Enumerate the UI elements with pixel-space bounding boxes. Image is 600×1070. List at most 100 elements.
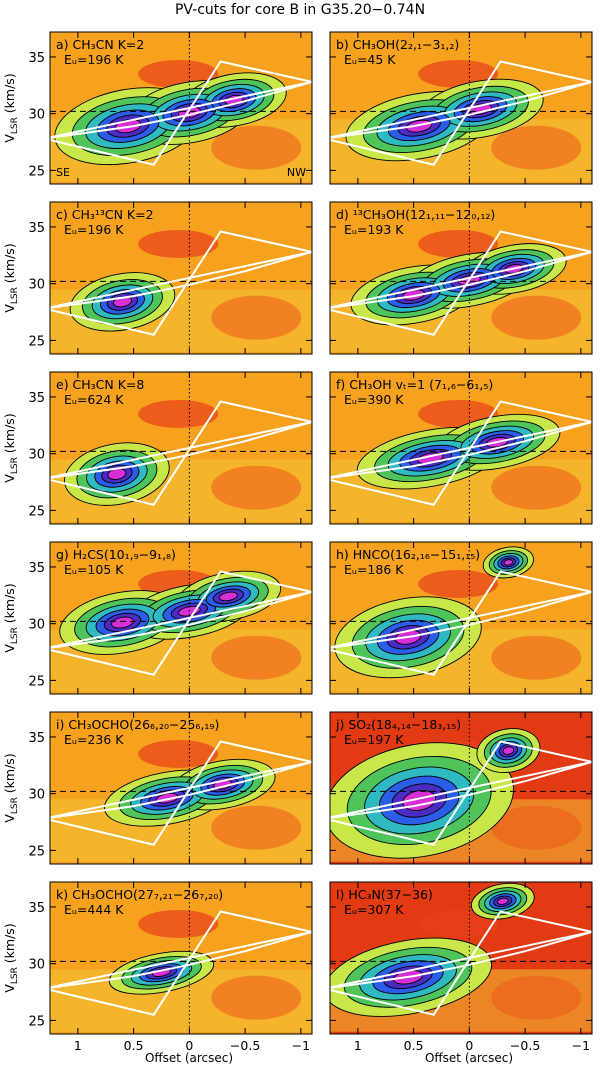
contour-line — [469, 103, 492, 115]
model-envelope — [50, 740, 312, 846]
contour-line — [330, 742, 514, 859]
panel-plot-area — [330, 882, 592, 1034]
heatmap-red-patch — [211, 125, 302, 170]
panel-frame — [329, 371, 593, 525]
heatmap-red-patch — [138, 909, 219, 938]
pv-panel-d: d) ¹³CH₃OH(12₁,₁₁−12₀,₁₂)Eᵤ=193 K — [329, 201, 593, 355]
rotation-curve — [50, 760, 312, 819]
panel-label: i) CH₃OCHO(26₆,₂₀−25₆,₁₉) — [56, 717, 219, 732]
contour-line — [498, 743, 518, 758]
contour-line — [95, 608, 150, 637]
figure-title: PV-cuts for core B in G35.20−0.74N — [175, 2, 425, 18]
contour-line — [94, 460, 140, 488]
contour-line — [493, 552, 524, 572]
model-envelope — [50, 230, 312, 336]
y-tick-label: 30 — [28, 958, 45, 973]
x-tick-label: −0.5 — [230, 1038, 260, 1053]
y-tick-label: 30 — [28, 788, 45, 803]
pv-panel-l: l) HC₃N(37−36)Eᵤ=307 K 1 0.5 0 −0.5 −1 — [329, 881, 593, 1053]
panel-plot-area — [50, 712, 312, 864]
contour-line — [99, 289, 145, 315]
contour-line — [483, 733, 533, 768]
contour-line — [170, 102, 208, 123]
model-envelope — [330, 910, 592, 1016]
panel-frame — [329, 541, 593, 695]
contour-line — [218, 591, 238, 602]
contour-line — [500, 557, 517, 568]
pv-panel-c: c) CH₃¹³CN K=2Eᵤ=196 K 25 30 35 VLSR (km/s) — [2, 201, 313, 355]
panel-frame — [49, 201, 313, 355]
y-tick-label: 35 — [28, 561, 45, 576]
pv-panel-f: f) CH₃OH vₜ=1 (7₁,₆−6₁,₅)Eᵤ=390 K — [329, 371, 593, 525]
upper-energy-label: Eᵤ=390 K — [344, 392, 404, 407]
contour-line — [450, 271, 488, 289]
panel-plot-area — [330, 542, 592, 694]
contour-line — [470, 882, 535, 920]
contour-line — [106, 292, 139, 311]
panel-plot-area — [330, 32, 592, 184]
panel-frame — [329, 201, 593, 355]
contour-line — [461, 100, 500, 119]
heatmap-red-patch — [138, 399, 219, 428]
y-tick-label: 35 — [28, 221, 45, 236]
panel-label: e) CH₃CN K=8 — [56, 377, 144, 392]
upper-energy-label: Eᵤ=105 K — [64, 562, 124, 577]
heatmap-red-patch — [211, 465, 302, 510]
contour-line — [91, 284, 154, 320]
rotation-curve — [330, 80, 592, 139]
y-tick-label: 25 — [28, 334, 45, 349]
upper-energy-label: Eᵤ=624 K — [64, 392, 124, 407]
panel-label: l) HC₃N(37−36) — [336, 887, 433, 902]
contour-line — [205, 585, 251, 608]
heatmap-red-patch — [491, 805, 582, 850]
y-tick-label: 35 — [28, 51, 45, 66]
rotation-curve — [330, 590, 592, 649]
pv-panel-j: j) SO₂(18₄,₁₄−18₃,₁₅)Eᵤ=197 K — [329, 711, 593, 865]
upper-energy-label: Eᵤ=196 K — [64, 222, 124, 237]
y-tick-label: 25 — [28, 164, 45, 179]
x-tick-label: 0 — [465, 1038, 473, 1053]
emission-level-6 — [402, 790, 436, 811]
upper-energy-label: Eᵤ=197 K — [344, 732, 404, 747]
x-tick-label: 0.5 — [124, 1038, 144, 1053]
upper-energy-label: Eᵤ=307 K — [344, 902, 404, 917]
contour-line — [406, 119, 433, 133]
panel-label: k) CH₃OCHO(27₇,₂₁−26₇,₂₀) — [56, 887, 223, 902]
emission-level-6 — [111, 617, 134, 629]
contour-line — [482, 546, 534, 579]
y-tick-label: 35 — [28, 901, 45, 916]
emission-level-6 — [502, 746, 514, 755]
panel-label: d) ¹³CH₃OH(12₁,₁₁−12₀,₁₂) — [336, 207, 495, 222]
panel-frame — [49, 371, 313, 525]
contour-line — [101, 464, 133, 484]
model-envelope — [50, 60, 312, 166]
rotation-curve — [50, 80, 312, 139]
panel-frame — [49, 711, 313, 865]
heatmap-red-patch — [418, 909, 499, 938]
y-axis-label: VLSR (km/s) — [2, 413, 20, 482]
x-tick-label: −1 — [572, 1038, 590, 1053]
panel-frame — [49, 881, 313, 1035]
y-axis-label: VLSR (km/s) — [2, 753, 20, 822]
y-axis-label: VLSR (km/s) — [2, 923, 20, 992]
x-tick-label: 0 — [185, 1038, 193, 1053]
pv-panel-k: k) CH₃OCHO(27₇,₂₁−26₇,₂₀)Eᵤ=444 K 25 30 35 V… — [2, 881, 313, 1053]
heatmap-red-patch — [491, 125, 582, 170]
contour-line — [408, 448, 452, 468]
contour-line — [489, 893, 517, 910]
heatmap-red-patch — [491, 975, 582, 1020]
upper-energy-label: Eᵤ=196 K — [64, 52, 124, 67]
panel-label: h) HNCO(16₂,₁₆−15₁,₁₅) — [336, 547, 480, 562]
contour-line — [496, 897, 509, 905]
x-tick-label: 1 — [354, 1038, 362, 1053]
panel-plot-area — [50, 32, 312, 184]
heatmap-red-patch — [491, 635, 582, 680]
heatmap-red-patch — [211, 295, 302, 340]
model-envelope — [330, 60, 592, 166]
heatmap-red-patch — [138, 739, 219, 768]
pv-panel-g: g) H₂CS(10₁,₉−9₁,₈)Eᵤ=105 K 25 30 35 VLSR (k… — [2, 541, 313, 695]
emission-level-6 — [219, 592, 238, 601]
panel-label: a) CH₃CN K=2 — [56, 37, 144, 52]
heatmap-red-patch — [491, 295, 582, 340]
x-tick-label: 0.5 — [404, 1038, 424, 1053]
